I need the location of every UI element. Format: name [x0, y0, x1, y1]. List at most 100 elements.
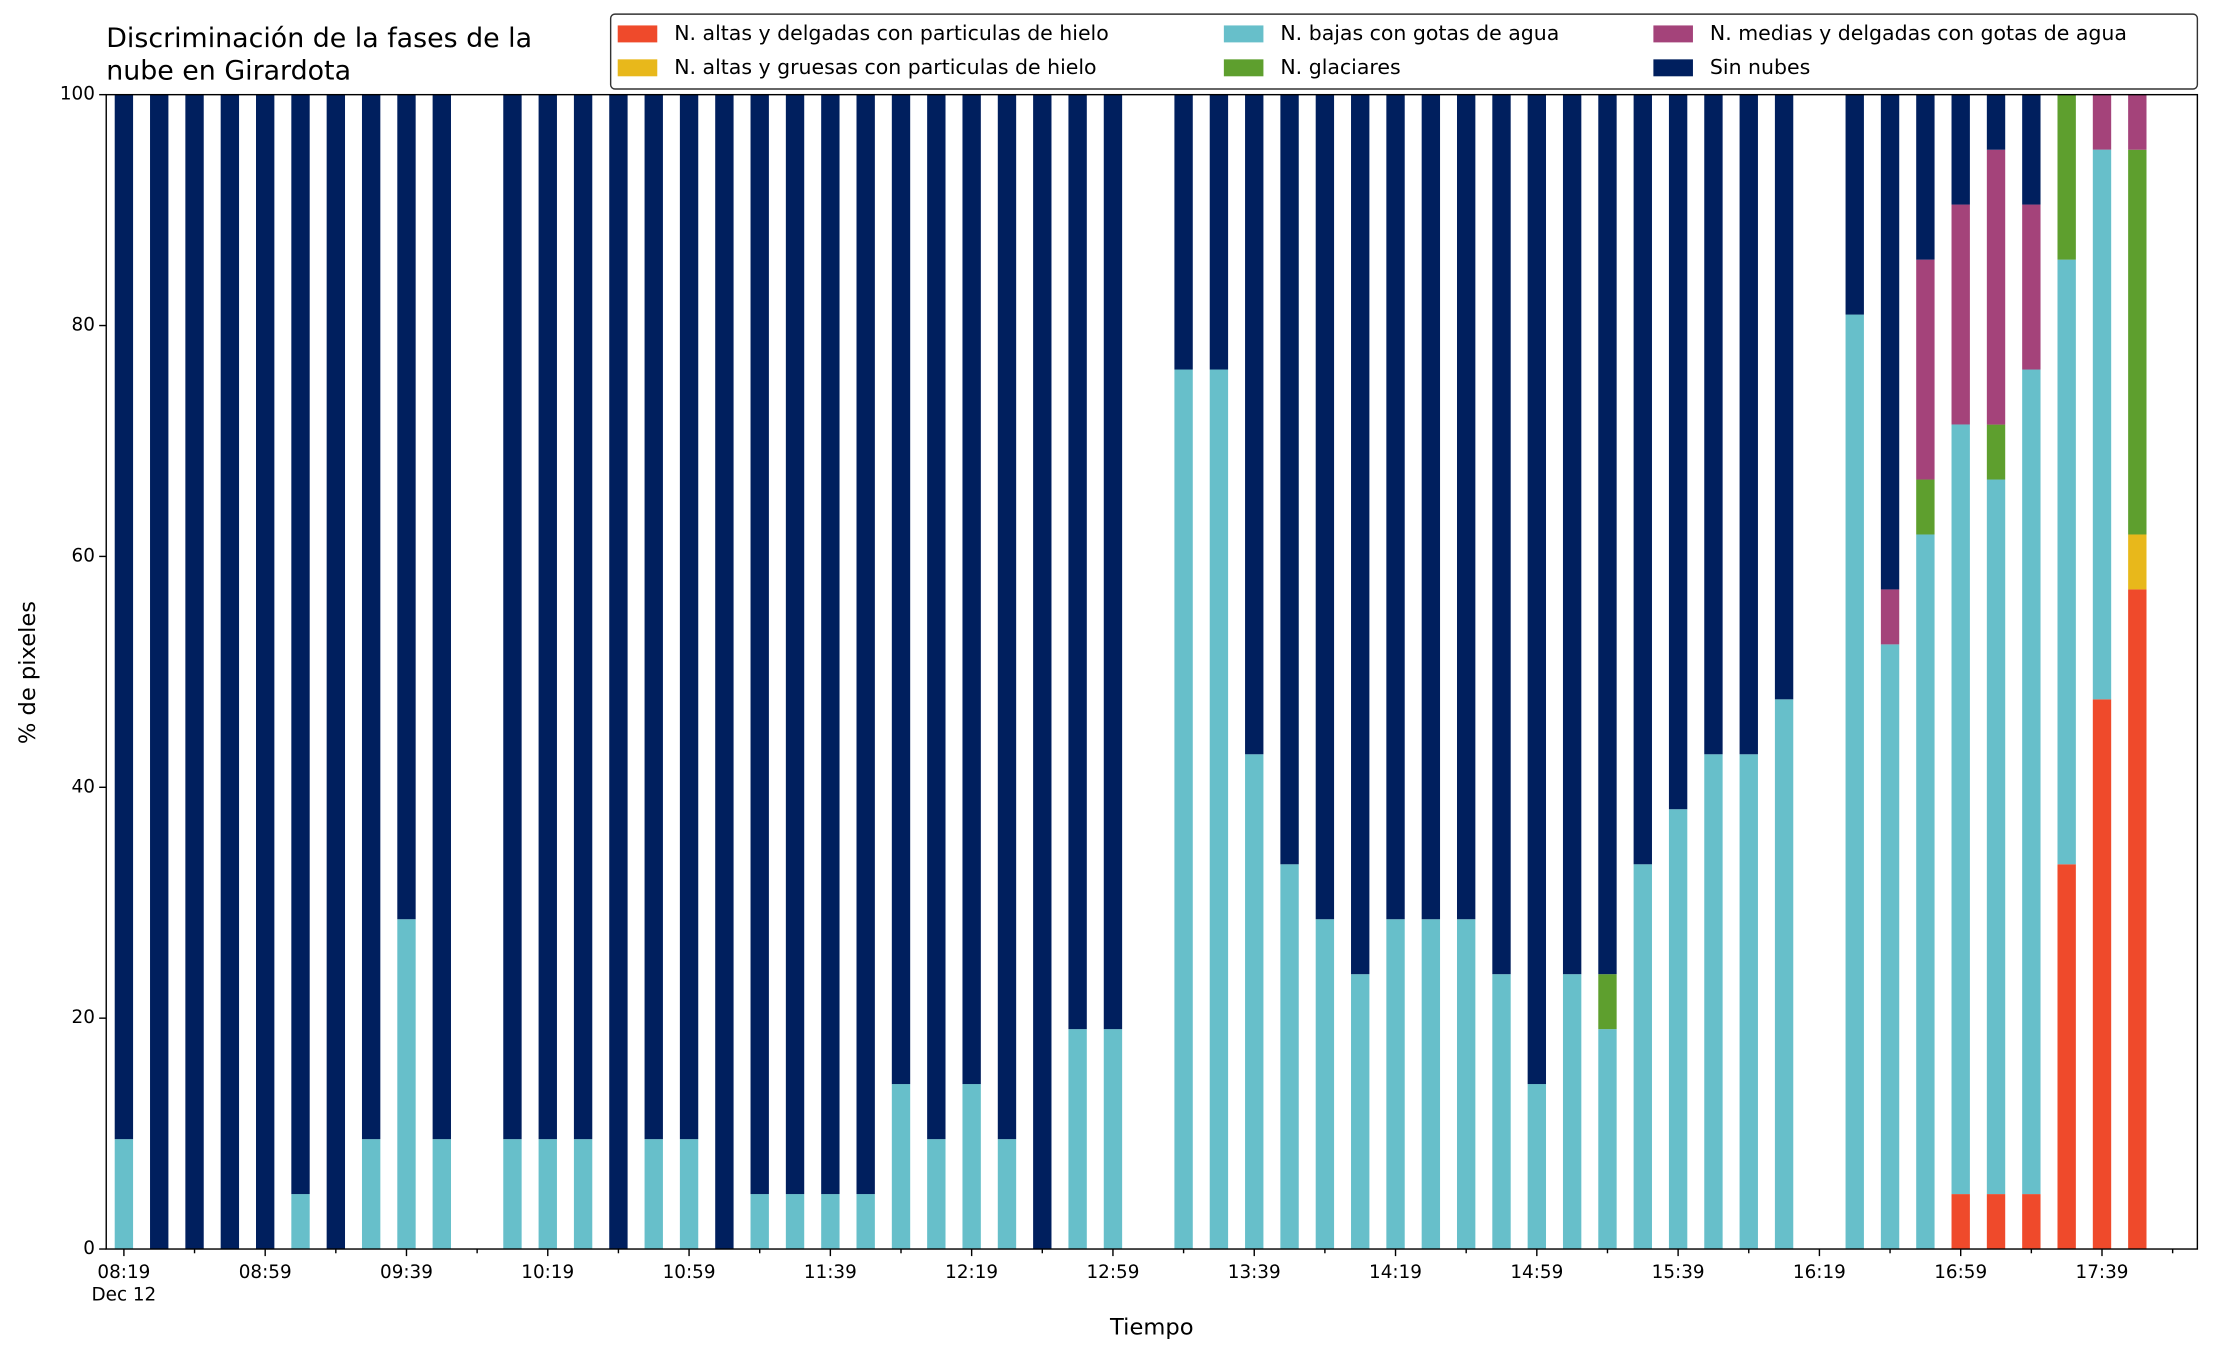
- legend-swatch: [1223, 59, 1264, 77]
- y-tick-label: 0: [83, 1238, 95, 1259]
- bar-segment: [1633, 864, 1652, 1250]
- bar-segment: [326, 94, 346, 1250]
- bar-segment: [1916, 94, 1935, 260]
- bar-segment: [1280, 864, 1299, 1250]
- bar-segment: [573, 94, 593, 1140]
- bar-segment: [1280, 94, 1299, 865]
- bar-segment: [856, 1194, 875, 1250]
- legend-label: N. altas y delgadas con particulas de hi…: [674, 21, 1109, 45]
- bar-segment: [679, 94, 699, 1140]
- bar-segment: [1386, 94, 1405, 920]
- x-tick-label: 15:39: [1652, 1262, 1705, 1283]
- bar-segment: [997, 94, 1017, 1140]
- bar-segment: [1916, 479, 1935, 535]
- bar-segment: [2022, 369, 2041, 1195]
- bar-segment: [891, 1084, 911, 1250]
- bar-segment: [2128, 534, 2147, 590]
- bar-segment: [997, 1139, 1017, 1250]
- bar-segment: [1068, 94, 1087, 1030]
- bar-segment: [1421, 94, 1441, 920]
- bar-segment: [1315, 919, 1335, 1250]
- bar-segment: [1209, 369, 1229, 1250]
- legend-label: N. glaciares: [1280, 55, 1400, 79]
- bar-segment: [1633, 94, 1652, 865]
- legend-label: Sin nubes: [1710, 55, 1810, 79]
- bar-segment: [1068, 1029, 1087, 1250]
- bar-segment: [1916, 534, 1935, 1250]
- bar-segment: [432, 94, 451, 1140]
- x-tick-label: 13:39: [1228, 1262, 1281, 1283]
- bar-segment: [644, 1139, 663, 1250]
- bar-segment: [503, 94, 522, 1140]
- bar-segment: [1421, 919, 1441, 1250]
- bar-segment: [114, 94, 134, 1140]
- x-tick-label: 10:19: [521, 1262, 574, 1283]
- x-tick-label: 14:19: [1369, 1262, 1422, 1283]
- bar-segment: [1562, 94, 1582, 975]
- plot-frame: [105, 93, 2199, 1250]
- bar-segment: [785, 94, 805, 1195]
- bar-segment: [114, 1139, 134, 1250]
- legend-label: N. medias y delgadas con gotas de agua: [1710, 21, 2127, 45]
- bar-segment: [291, 94, 310, 1195]
- bar-segment: [2057, 94, 2076, 260]
- x-tick-label: 14:59: [1510, 1262, 1563, 1283]
- x-tick-label: 16:19: [1793, 1262, 1846, 1283]
- bar-segment: [821, 1194, 840, 1250]
- legend-swatch: [1653, 25, 1693, 43]
- bar-segment: [1704, 94, 1723, 755]
- bar-segment: [1986, 149, 2006, 425]
- bar-segment: [2128, 94, 2147, 150]
- bar-segment: [927, 94, 946, 1140]
- bar-segment: [2092, 699, 2112, 1250]
- bar-segment: [1562, 974, 1582, 1250]
- bar-segment: [1739, 754, 1758, 1250]
- bar-segment: [1103, 1029, 1123, 1250]
- legend-frame: [609, 13, 2199, 90]
- chart-title: nube en Girardota: [106, 56, 351, 87]
- legend: N. altas y delgadas con particulas de hi…: [609, 13, 2199, 90]
- bar-segment: [962, 1084, 981, 1250]
- y-tick-label: 40: [72, 776, 95, 797]
- x-tick-label: 12:19: [945, 1262, 998, 1283]
- x-tick-label: 08:19: [97, 1262, 150, 1283]
- bar-segment: [397, 919, 416, 1250]
- bar-segment: [679, 1139, 699, 1250]
- bar-segment: [2128, 149, 2147, 535]
- bar-segment: [1668, 809, 1688, 1250]
- bar-segment: [1668, 94, 1688, 810]
- y-tick-label: 20: [72, 1007, 95, 1028]
- bar-segment: [1245, 94, 1264, 755]
- bar-segment: [1315, 94, 1335, 920]
- bar-segment: [1245, 754, 1264, 1250]
- bar-segment: [1386, 919, 1405, 1250]
- bar-segment: [821, 94, 840, 1195]
- legend-swatch: [617, 25, 658, 43]
- bar-segment: [2022, 1194, 2041, 1250]
- bar-segment: [1351, 974, 1370, 1250]
- bar-segment: [1845, 314, 1864, 1250]
- bar-segment: [2022, 204, 2041, 370]
- x-tick-label: 08:59: [239, 1262, 292, 1283]
- bar-segment: [1916, 259, 1935, 480]
- bar-segment: [1598, 974, 1617, 1030]
- y-tick-label: 100: [60, 84, 95, 105]
- x-tick-label: 16:59: [1934, 1262, 1987, 1283]
- bar-segment: [256, 94, 275, 1250]
- bar-segment: [609, 94, 628, 1250]
- bar-segment: [1951, 204, 1970, 425]
- bar-segment: [1209, 94, 1229, 370]
- bar-segment: [1527, 94, 1547, 1085]
- bar-segment: [503, 1139, 522, 1250]
- bar-segment: [291, 1194, 310, 1250]
- x-axis-label: Tiempo: [1109, 1315, 1193, 1341]
- bar-segment: [785, 1194, 805, 1250]
- bar-segment: [2057, 259, 2076, 865]
- x-date-label: Dec 12: [92, 1285, 157, 1306]
- bar-segment: [432, 1139, 451, 1250]
- bar-segment: [1774, 94, 1794, 700]
- bar-segment: [1845, 94, 1864, 315]
- bar-segment: [1351, 94, 1370, 975]
- bar-segment: [1774, 699, 1794, 1250]
- y-axis-label: % de pixeles: [15, 601, 41, 744]
